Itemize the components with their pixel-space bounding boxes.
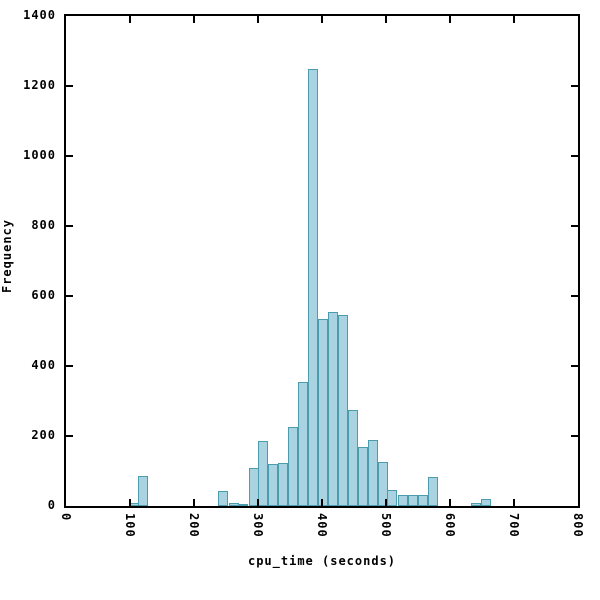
- x-axis-tick: [321, 499, 323, 506]
- x-tick-label: 200: [187, 513, 201, 538]
- y-tick-label: 1400: [23, 8, 56, 22]
- y-tick-label: 1200: [23, 78, 56, 92]
- histogram-bar: [258, 441, 269, 506]
- y-axis-right-tick: [571, 225, 578, 227]
- y-tick-label: 400: [31, 358, 56, 372]
- x-tick-label: 800: [571, 513, 585, 538]
- y-axis-tick: [66, 155, 73, 157]
- x-axis-top-tick: [321, 16, 323, 23]
- x-axis-tick: [513, 499, 515, 506]
- y-tick-label: 0: [47, 498, 56, 512]
- x-axis-tick: [385, 499, 387, 506]
- histogram-bar: [407, 494, 418, 506]
- histogram-bar: [288, 427, 299, 506]
- y-axis-right-tick: [571, 295, 578, 297]
- y-axis-tick: [66, 295, 73, 297]
- y-tick-label: 800: [31, 218, 56, 232]
- x-axis-top-tick: [257, 16, 259, 23]
- y-axis-right-tick: [571, 435, 578, 437]
- histogram-bar: [338, 315, 349, 506]
- x-axis-tick: [193, 499, 195, 506]
- x-tick-label: 700: [507, 513, 521, 538]
- histogram-bar: [397, 494, 408, 506]
- plot-area: [64, 14, 580, 508]
- histogram-bar: [278, 463, 288, 506]
- x-tick-label: 300: [251, 513, 265, 538]
- x-axis-top-tick: [129, 16, 131, 23]
- histogram-bar: [138, 476, 149, 506]
- x-tick-label: 400: [315, 513, 329, 538]
- x-axis-top-tick: [513, 16, 515, 23]
- histogram-bar: [268, 464, 279, 506]
- y-axis-tick: [66, 435, 73, 437]
- y-axis-tick: [66, 85, 73, 87]
- histogram-bar: [358, 446, 368, 506]
- y-axis-tick: [66, 365, 73, 367]
- y-tick-label: 200: [31, 428, 56, 442]
- x-tick-label: 600: [443, 513, 457, 538]
- histogram-bar: [470, 502, 481, 506]
- y-tick-label: 1000: [23, 148, 56, 162]
- x-tick-label: 100: [123, 513, 137, 538]
- x-tick-label: 0: [59, 513, 73, 522]
- y-axis-tick: [66, 225, 73, 227]
- histogram-bar: [308, 68, 318, 506]
- x-axis-top-tick: [385, 16, 387, 23]
- histogram-bar: [248, 467, 259, 506]
- x-axis-top-tick: [449, 16, 451, 23]
- histogram-bar: [377, 462, 388, 506]
- x-axis-title: cpu_time (seconds): [247, 554, 397, 568]
- histogram-bar: [417, 494, 428, 506]
- x-axis-tick: [449, 499, 451, 506]
- histogram-bar: [480, 499, 491, 506]
- x-tick-label: 500: [379, 513, 393, 538]
- histogram-bar: [228, 502, 239, 506]
- histogram-bar: [318, 318, 329, 506]
- histogram-bar: [218, 491, 229, 506]
- y-axis-right-tick: [571, 155, 578, 157]
- histogram-bar: [387, 490, 398, 506]
- histogram-bar: [367, 439, 378, 506]
- histogram-bar: [327, 311, 338, 506]
- histogram-bar: [347, 409, 358, 506]
- histogram-bar: [427, 477, 438, 506]
- y-axis-right-tick: [571, 365, 578, 367]
- histogram-bar: [297, 381, 308, 506]
- y-tick-label: 600: [31, 288, 56, 302]
- histogram-bar: [238, 504, 249, 506]
- y-axis-right-tick: [571, 85, 578, 87]
- x-axis-top-tick: [193, 16, 195, 23]
- x-axis-tick: [257, 499, 259, 506]
- x-axis-tick: [129, 499, 131, 506]
